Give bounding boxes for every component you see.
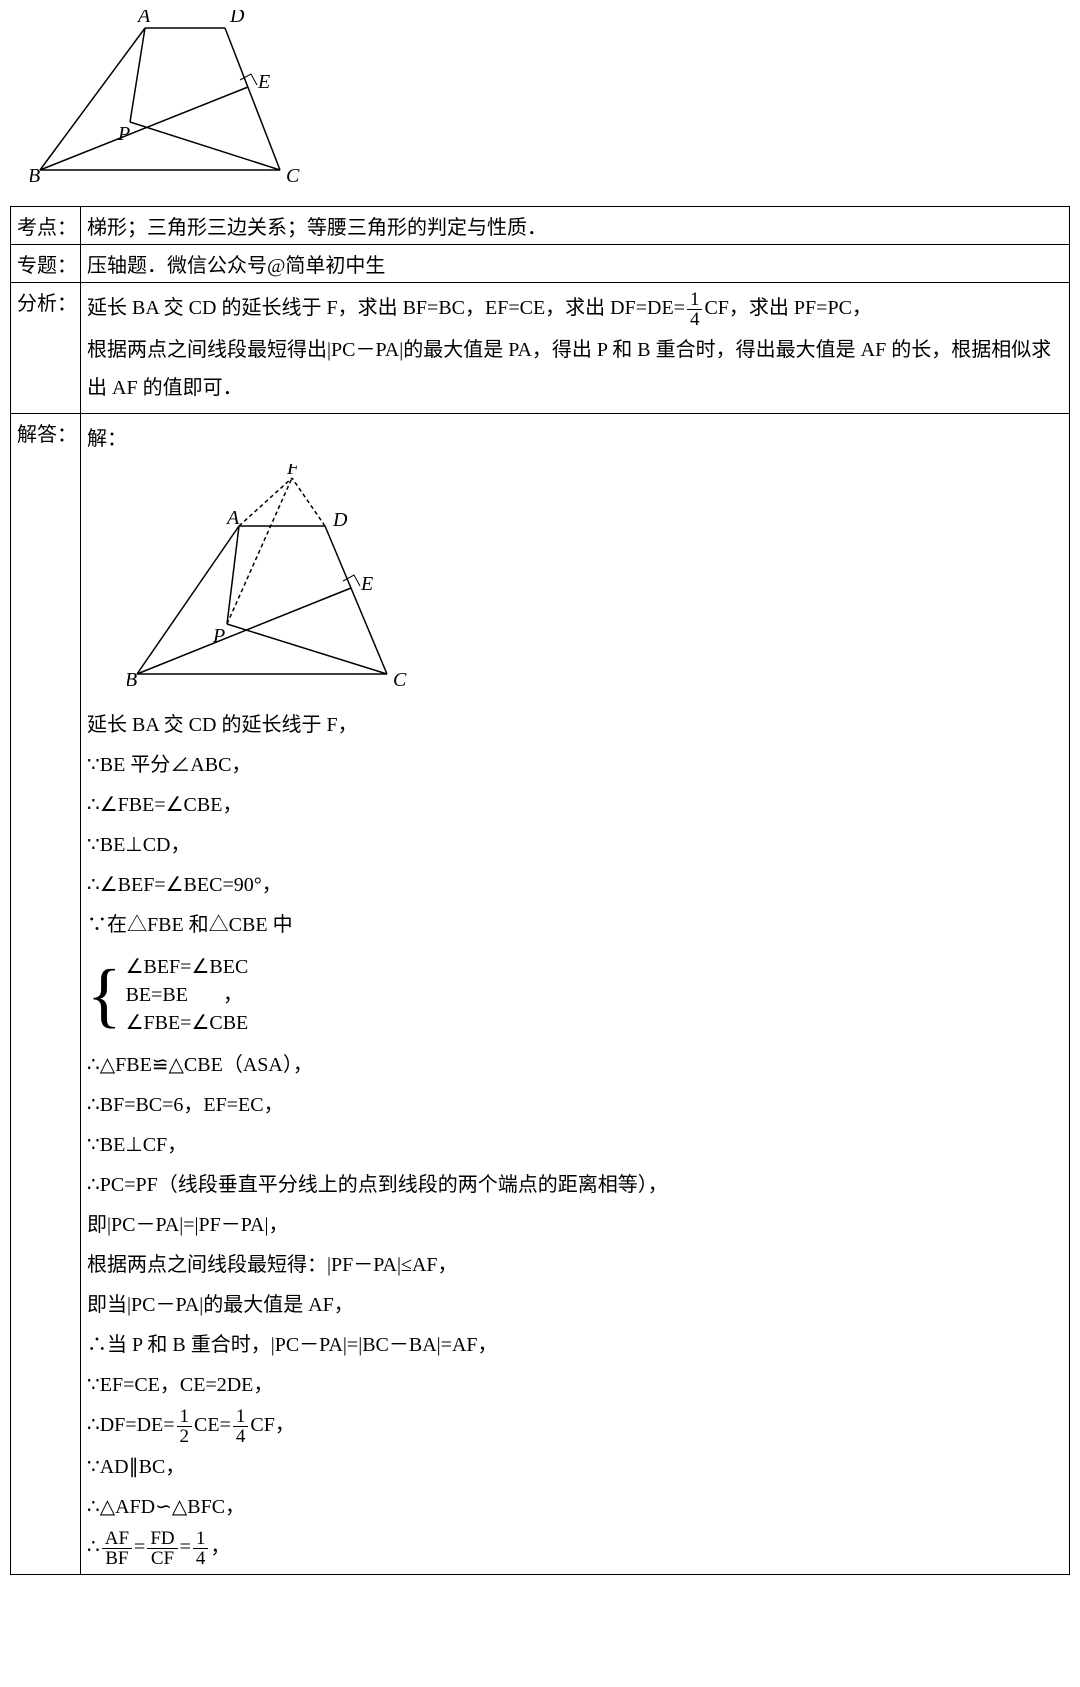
l19b: = [134, 1536, 145, 1558]
svg-text:P: P [117, 123, 130, 145]
svg-text:C: C [286, 165, 300, 187]
frac-fd-cf-icon: FDCF [147, 1529, 177, 1568]
sys-line-1: ∠BEF=∠BEC [126, 953, 249, 981]
line-4: ∵BE⊥CD， [87, 826, 1063, 864]
l19a: ∴ [87, 1536, 100, 1558]
sys-tail: ， [223, 984, 243, 1006]
svg-text:E: E [360, 573, 373, 595]
line-15: ∵EF=CE，CE=2DE， [87, 1366, 1063, 1404]
fenxi-part-b: CF，求出 PF=PC， [704, 297, 871, 319]
frac-1-4-icon: 14 [193, 1529, 209, 1568]
row-text-jieda: 解： A B C D E P F 延长 BA 交 CD 的延长线于 F， ∵BE 平分∠AB… [81, 413, 1070, 1574]
line-2: ∵BE 平分∠ABC， [87, 746, 1063, 784]
row-text-fenxi: 延长 BA 交 CD 的延长线于 F，求出 BF=BC，EF=CE，求出 DF=… [81, 283, 1070, 414]
line-17: ∵AD∥BC， [87, 1448, 1063, 1486]
line-1: 延长 BA 交 CD 的延长线于 F， [87, 706, 1063, 744]
line-13: 即当|PC－PA|的最大值是 AF， [87, 1286, 1063, 1324]
svg-text:A: A [136, 10, 151, 27]
line-9: ∵BE⊥CF， [87, 1126, 1063, 1164]
line-19: ∴AFBF=FDCF=14， [87, 1528, 1063, 1568]
row-label-zhuanti: 专题： [11, 245, 81, 283]
row-text-zhuanti: 压轴题．微信公众号@简单初中生 [81, 245, 1070, 283]
svg-text:D: D [332, 509, 348, 531]
geometry-figure-2: A B C D E P F [127, 464, 427, 694]
solution-table: 考点： 梯形；三角形三边关系；等腰三角形的判定与性质． 专题： 压轴题．微信公众… [10, 206, 1070, 1575]
line-7: ∴△FBE≌△CBE（ASA）， [87, 1046, 1063, 1084]
svg-text:F: F [286, 464, 300, 479]
line-3: ∴∠FBE=∠CBE， [87, 786, 1063, 824]
line-16: ∴DF=DE=12CE=14CF， [87, 1406, 1063, 1446]
line-6: ∵在△FBE 和△CBE 中 [87, 906, 1063, 944]
svg-text:A: A [225, 507, 240, 529]
svg-text:B: B [127, 669, 137, 691]
l16b: CE= [194, 1414, 231, 1436]
svg-text:C: C [393, 669, 407, 691]
row-label-jieda: 解答： [11, 413, 81, 1574]
geometry-figure-1: A B C D E P [30, 10, 310, 190]
figure-2: A B C D E P F [127, 464, 1063, 700]
frac-af-bf-icon: AFBF [102, 1529, 132, 1568]
line-8: ∴BF=BC=6，EF=EC， [87, 1086, 1063, 1124]
row-label-kaodian: 考点： [11, 207, 81, 245]
left-brace-icon: { [87, 950, 122, 1040]
frac-1-2-icon: 12 [177, 1407, 193, 1446]
line-10: ∴PC=PF（线段垂直平分线上的点到线段的两个端点的距离相等）， [87, 1166, 1063, 1204]
figure-1: A B C D E P [30, 10, 1070, 196]
l16a: ∴DF=DE= [87, 1414, 175, 1436]
line-12: 根据两点之间线段最短得：|PF－PA|≤AF， [87, 1246, 1063, 1284]
row-text-kaodian: 梯形；三角形三边关系；等腰三角形的判定与性质． [81, 207, 1070, 245]
line-11: 即|PC－PA|=|PF－PA|， [87, 1206, 1063, 1244]
equation-system: { ∠BEF=∠BEC BE=BE ， ∠FBE=∠CBE [87, 950, 248, 1040]
fenxi-part-2: 根据两点之间线段最短得出|PC－PA|的最大值是 PA，得出 P 和 B 重合时… [87, 331, 1063, 407]
line-5: ∴∠BEF=∠BEC=90°， [87, 866, 1063, 904]
svg-text:P: P [212, 625, 225, 647]
row-label-fenxi: 分析： [11, 283, 81, 414]
sys-line-2: BE=BE [126, 984, 188, 1006]
svg-text:E: E [257, 71, 270, 93]
svg-text:D: D [229, 10, 245, 27]
frac-1-4-icon: 14 [687, 290, 703, 329]
line-14: ∴当 P 和 B 重合时，|PC－PA|=|BC－BA|=AF， [87, 1326, 1063, 1364]
fenxi-part-a: 延长 BA 交 CD 的延长线于 F，求出 BF=BC，EF=CE，求出 DF=… [87, 297, 685, 319]
line-18: ∴△AFD∽△BFC， [87, 1488, 1063, 1526]
svg-text:B: B [30, 165, 40, 187]
l19d: ， [210, 1536, 230, 1558]
l19c: = [180, 1536, 191, 1558]
frac-1-4-icon: 14 [233, 1407, 249, 1446]
jieda-head: 解： [87, 420, 1063, 458]
sys-line-3: ∠FBE=∠CBE [126, 1009, 249, 1037]
l16c: CF， [250, 1414, 294, 1436]
